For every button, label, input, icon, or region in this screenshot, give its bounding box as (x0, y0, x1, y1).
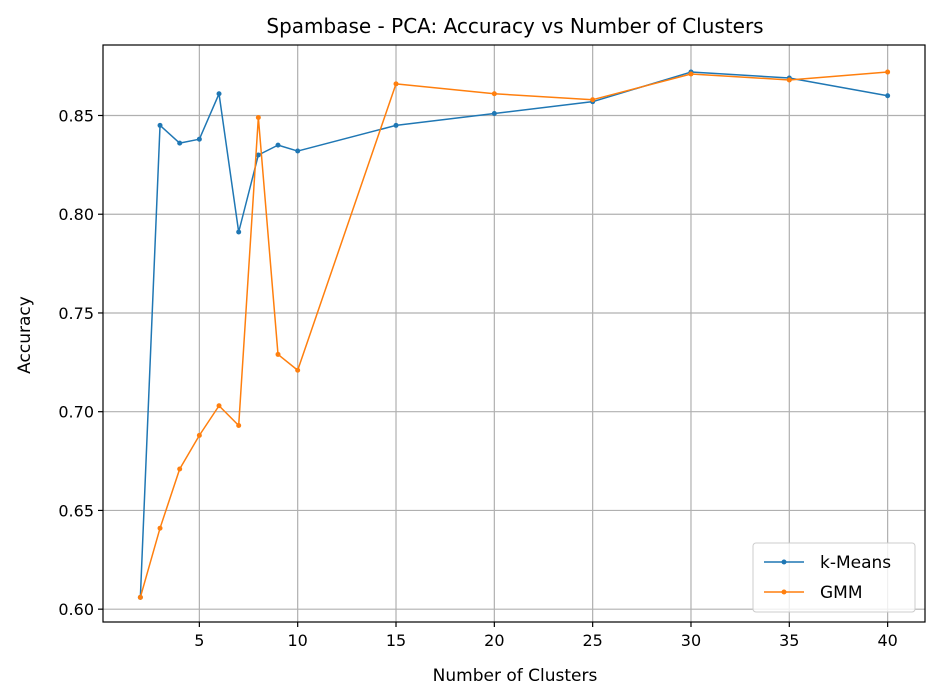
data-point-gmm (137, 594, 143, 600)
grid (103, 45, 925, 622)
series-gmm (137, 69, 891, 600)
data-point-gmm (491, 91, 497, 97)
data-point-k-means (393, 122, 399, 128)
y-tick-label: 0.60 (58, 600, 94, 619)
y-axis-label: Accuracy (15, 296, 35, 374)
data-point-gmm (590, 97, 596, 103)
legend: k-Means GMM (752, 542, 916, 613)
data-point-gmm (786, 77, 792, 83)
x-tick-label: 25 (582, 631, 602, 650)
data-point-gmm (157, 525, 163, 531)
y-tick-label: 0.80 (58, 205, 94, 224)
data-point-gmm (236, 423, 242, 429)
x-axis-label: Number of Clusters (433, 666, 598, 686)
x-tick-label: 40 (877, 631, 897, 650)
chart-title: Spambase - PCA: Accuracy vs Number of Cl… (266, 14, 763, 38)
x-tick-label: 35 (779, 631, 799, 650)
x-tick-label: 10 (288, 631, 308, 650)
data-point-k-means (177, 140, 183, 146)
legend-gmm-label: GMM (820, 583, 863, 603)
data-point-gmm (275, 351, 281, 357)
data-point-k-means (885, 93, 891, 99)
plot-area-frame (102, 44, 926, 623)
data-point-gmm (177, 466, 183, 472)
y-tick-label: 0.75 (58, 304, 94, 323)
data-point-k-means (491, 111, 497, 117)
data-point-gmm (295, 367, 301, 373)
legend-gmm-marker (781, 589, 787, 595)
legend-kmeans-label: k-Means (820, 553, 891, 573)
data-point-k-means (255, 152, 261, 158)
data-point-gmm (196, 432, 202, 438)
data-point-k-means (236, 229, 242, 235)
y-tick-label: 0.85 (58, 106, 94, 125)
x-tick-label: 20 (484, 631, 504, 650)
data-point-k-means (196, 136, 202, 142)
y-tick-label: 0.70 (58, 403, 94, 422)
y-tick-label: 0.65 (58, 501, 94, 520)
data-point-gmm (216, 403, 222, 409)
x-tick-label: 30 (681, 631, 701, 650)
data-point-k-means (157, 122, 163, 128)
data-point-gmm (255, 114, 261, 120)
legend-kmeans-marker (781, 559, 787, 565)
data-point-gmm (885, 69, 891, 75)
legend-box (752, 542, 916, 613)
data-point-k-means (216, 91, 222, 97)
data-point-gmm (393, 81, 399, 87)
x-tick-label: 15 (386, 631, 406, 650)
data-point-k-means (275, 142, 281, 148)
series-layer (137, 69, 891, 600)
data-point-k-means (295, 148, 301, 154)
axis-ticks: 5 10 15 20 25 30 35 40 0.60 0.65 0.70 0.75 0.80 0.85 (58, 106, 897, 650)
x-tick-label: 5 (194, 631, 204, 650)
data-point-gmm (688, 71, 694, 77)
